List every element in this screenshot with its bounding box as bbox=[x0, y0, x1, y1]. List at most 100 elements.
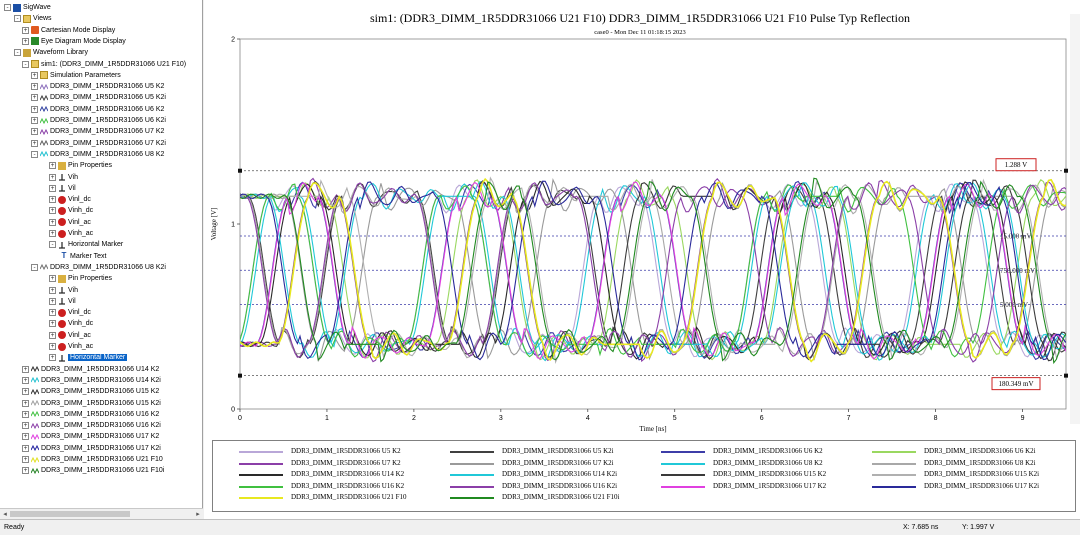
collapse-icon[interactable]: - bbox=[14, 49, 21, 57]
legend-swatch bbox=[661, 485, 705, 488]
tree-item[interactable]: + DDR3_DIMM_1R5DDR31066 U21 F10i bbox=[22, 465, 164, 476]
expand-icon[interactable]: + bbox=[31, 117, 38, 124]
tree-item[interactable]: - Horizontal Marker bbox=[49, 239, 123, 250]
expand-icon[interactable]: + bbox=[31, 71, 38, 79]
tree-item[interactable]: + DDR3_DIMM_1R5DDR31066 U16 K2i bbox=[22, 420, 161, 431]
tree-item[interactable]: + Eye Diagram Mode Display bbox=[22, 36, 126, 47]
y-axis-label: Voltage [V] bbox=[210, 208, 218, 241]
tree-item[interactable]: - Views bbox=[14, 13, 52, 24]
expand-icon[interactable]: + bbox=[49, 173, 56, 181]
collapse-icon[interactable]: - bbox=[4, 4, 11, 11]
tree-item[interactable]: + DDR3_DIMM_1R5DDR31066 U15 K2i bbox=[22, 398, 161, 409]
tree-item[interactable]: + Vih bbox=[49, 285, 78, 296]
collapse-icon[interactable]: - bbox=[14, 15, 21, 23]
tree-item[interactable]: + Pin Properties bbox=[49, 273, 112, 284]
eye-diagram-plot[interactable]: sim1: (DDR3_DIMM_1R5DDR31066 U21 F10) DD… bbox=[204, 0, 1080, 440]
tree-item[interactable]: + DDR3_DIMM_1R5DDR31066 U16 K2 bbox=[22, 409, 159, 420]
tree-item[interactable]: + DDR3_DIMM_1R5DDR31066 U7 K2i bbox=[31, 138, 166, 149]
tree-item[interactable]: - sim1: (DDR3_DIMM_1R5DDR31066 U21 F10) bbox=[22, 59, 186, 70]
tree-horizontal-scrollbar[interactable]: ◂ ▸ bbox=[0, 508, 203, 519]
marker-handle[interactable] bbox=[1064, 373, 1068, 378]
tree-item[interactable]: + Horizontal Marker bbox=[49, 352, 128, 363]
expand-icon[interactable]: + bbox=[22, 365, 29, 373]
expand-icon[interactable]: + bbox=[49, 297, 56, 305]
expand-icon[interactable]: + bbox=[49, 184, 56, 192]
tree-item[interactable]: - DDR3_DIMM_1R5DDR31066 U8 K2 bbox=[31, 149, 164, 160]
tree-item[interactable]: + DDR3_DIMM_1R5DDR31066 U21 F10 bbox=[22, 454, 163, 465]
tree-item[interactable]: + DDR3_DIMM_1R5DDR31066 U5 K2 bbox=[31, 81, 164, 92]
tree-item[interactable]: + Simulation Parameters bbox=[31, 70, 121, 81]
expand-icon[interactable]: + bbox=[49, 196, 56, 204]
tree-item[interactable]: + Vinh_dc bbox=[49, 318, 93, 329]
tree-item[interactable]: + Vinl_ac bbox=[49, 217, 91, 228]
expand-icon[interactable]: + bbox=[49, 162, 56, 170]
expand-icon[interactable]: + bbox=[31, 139, 38, 147]
tree-item[interactable]: + DDR3_DIMM_1R5DDR31066 U6 K2 bbox=[31, 104, 164, 115]
tree-item[interactable]: + DDR3_DIMM_1R5DDR31066 U5 K2i bbox=[31, 92, 166, 103]
expand-icon[interactable]: + bbox=[22, 456, 29, 463]
tree-item[interactable]: + DDR3_DIMM_1R5DDR31066 U15 K2 bbox=[22, 386, 159, 397]
scroll-right-icon[interactable]: ▸ bbox=[196, 511, 200, 518]
tree-item[interactable]: + Vinh_dc bbox=[49, 205, 93, 216]
collapse-icon[interactable]: - bbox=[31, 150, 38, 158]
tree-item[interactable]: + Cartesian Mode Display bbox=[22, 25, 115, 36]
tree-item[interactable]: + Vih bbox=[49, 172, 78, 183]
scroll-left-icon[interactable]: ◂ bbox=[3, 511, 7, 518]
marker-high-box[interactable] bbox=[995, 158, 1037, 172]
marker-handle[interactable] bbox=[1064, 168, 1068, 173]
expand-icon[interactable]: + bbox=[31, 83, 38, 91]
tree-item[interactable]: + DDR3_DIMM_1R5DDR31066 U17 K2 bbox=[22, 431, 159, 442]
expand-icon[interactable]: + bbox=[22, 444, 29, 452]
expand-icon[interactable]: + bbox=[49, 218, 56, 226]
marker-handle[interactable] bbox=[238, 373, 242, 378]
expand-icon[interactable]: + bbox=[22, 26, 29, 34]
expand-icon[interactable]: + bbox=[22, 422, 29, 430]
scrollbar-thumb[interactable] bbox=[10, 511, 130, 517]
collapse-icon[interactable]: - bbox=[49, 241, 56, 249]
collapse-icon[interactable]: - bbox=[22, 60, 29, 68]
tree-item[interactable]: + DDR3_DIMM_1R5DDR31066 U7 K2 bbox=[31, 126, 164, 137]
tree-item[interactable]: + Vinl_dc bbox=[49, 307, 91, 318]
tree-item[interactable]: + Pin Properties bbox=[49, 160, 112, 171]
expand-icon[interactable]: + bbox=[22, 376, 29, 384]
tree-item[interactable]: + Vinh_ac bbox=[49, 341, 93, 352]
expand-icon[interactable]: + bbox=[49, 230, 56, 237]
expand-icon[interactable]: + bbox=[22, 410, 29, 418]
tree-item[interactable]: + Vinl_dc bbox=[49, 194, 91, 205]
expand-icon[interactable]: + bbox=[49, 320, 56, 328]
expand-icon[interactable]: + bbox=[22, 467, 29, 475]
tree-item[interactable]: + DDR3_DIMM_1R5DDR31066 U6 K2i bbox=[31, 115, 166, 126]
tree-item-label: Pin Properties bbox=[68, 162, 112, 170]
expand-icon[interactable]: + bbox=[22, 388, 29, 396]
tree-item[interactable]: + DDR3_DIMM_1R5DDR31066 U14 K2i bbox=[22, 375, 161, 386]
expand-icon[interactable]: + bbox=[49, 275, 56, 283]
tree-item[interactable]: - SigWave bbox=[4, 2, 51, 13]
expand-icon[interactable]: + bbox=[49, 309, 56, 317]
marker-handle[interactable] bbox=[238, 168, 242, 173]
tree-item[interactable]: + DDR3_DIMM_1R5DDR31066 U14 K2 bbox=[22, 364, 159, 375]
expand-icon[interactable]: + bbox=[31, 94, 38, 102]
tree-item[interactable]: + Vinl_ac bbox=[49, 330, 91, 341]
tree-item[interactable]: - DDR3_DIMM_1R5DDR31066 U8 K2i bbox=[31, 262, 166, 273]
tree-item[interactable]: T Marker Text bbox=[60, 251, 107, 262]
expand-icon[interactable]: + bbox=[22, 37, 29, 45]
expand-icon[interactable]: + bbox=[22, 399, 29, 407]
tree-item[interactable]: + Vinh_ac bbox=[49, 228, 93, 239]
tree-item[interactable]: + Vil bbox=[49, 296, 76, 307]
tree-item[interactable]: - Waveform Library bbox=[14, 47, 88, 58]
tree-item[interactable]: + Vil bbox=[49, 183, 76, 194]
expand-icon[interactable]: + bbox=[49, 286, 56, 294]
legend-swatch bbox=[239, 451, 283, 453]
expand-icon[interactable]: + bbox=[49, 354, 56, 362]
expand-icon[interactable]: + bbox=[49, 207, 56, 215]
expand-icon[interactable]: + bbox=[31, 128, 38, 136]
expand-icon[interactable]: + bbox=[49, 331, 56, 339]
expand-icon[interactable]: + bbox=[49, 343, 56, 350]
expand-icon[interactable]: + bbox=[31, 105, 38, 113]
plot-vertical-scrollbar[interactable] bbox=[1070, 14, 1080, 424]
tree-item[interactable]: + DDR3_DIMM_1R5DDR31066 U17 K2i bbox=[22, 443, 161, 454]
waveform-tree-panel[interactable]: - SigWave - Views + Cartesian Mode Display + Ey… bbox=[0, 0, 203, 508]
collapse-icon[interactable]: - bbox=[31, 263, 38, 271]
expand-icon[interactable]: + bbox=[22, 433, 29, 441]
marker-low-box[interactable] bbox=[991, 377, 1041, 391]
